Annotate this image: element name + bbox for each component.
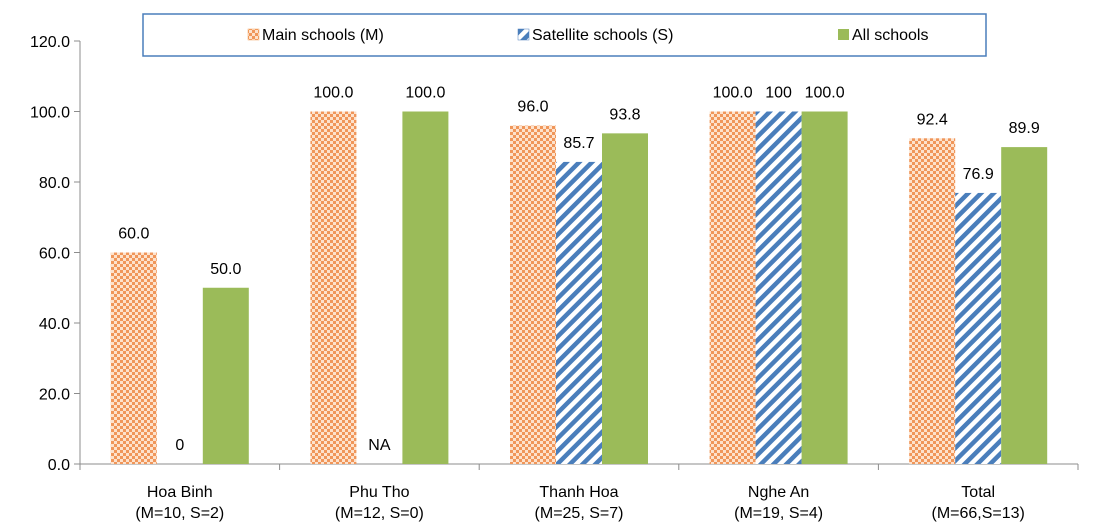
data-label: 100.0 bbox=[405, 85, 445, 102]
bar bbox=[801, 111, 848, 464]
data-label: 85.7 bbox=[563, 135, 594, 152]
x-tick-label: Phu Tho bbox=[349, 484, 409, 501]
bar bbox=[709, 111, 756, 464]
legend-label: Main schools (M) bbox=[262, 27, 384, 44]
bar bbox=[909, 138, 956, 465]
data-label: 60.0 bbox=[118, 226, 149, 243]
x-tick-sublabel: (M=10, S=2) bbox=[135, 505, 224, 522]
x-tick-label: Hoa Binh bbox=[147, 484, 213, 501]
bar bbox=[1001, 147, 1048, 465]
x-axis: Hoa Binh (M=10, S=2) Phu Tho (M=12, S=0) Tha… bbox=[79, 463, 1079, 522]
y-tick-label: 40.0 bbox=[39, 316, 70, 333]
bar bbox=[202, 287, 249, 464]
bar bbox=[556, 161, 602, 464]
data-label: 0 bbox=[175, 437, 184, 454]
y-tick-label: 60.0 bbox=[39, 246, 70, 263]
y-tick-label: 100.0 bbox=[30, 105, 70, 122]
y-tick-label: 0.0 bbox=[48, 457, 70, 474]
y-tick-label: 120.0 bbox=[30, 34, 70, 51]
data-label: 93.8 bbox=[609, 106, 640, 123]
bars bbox=[110, 111, 1048, 465]
bar bbox=[602, 133, 648, 465]
x-tick-label: Total bbox=[961, 484, 995, 501]
y-axis: 0.0 20.0 40.0 60.0 80.0 100.0 120.0 bbox=[30, 34, 81, 474]
x-tick-sublabel: (M=66,S=13) bbox=[932, 505, 1025, 522]
data-label: 100.0 bbox=[313, 85, 353, 102]
data-label: 100 bbox=[765, 85, 792, 102]
y-tick-label: 20.0 bbox=[39, 387, 70, 404]
data-label: 50.0 bbox=[210, 261, 241, 278]
bar bbox=[110, 252, 157, 464]
legend-label: Satellite schools (S) bbox=[532, 27, 673, 44]
bar bbox=[755, 111, 802, 464]
x-tick-sublabel: (M=25, S=7) bbox=[535, 505, 624, 522]
data-label: 76.9 bbox=[963, 166, 994, 183]
legend-swatch bbox=[517, 28, 530, 41]
x-tick-label: Nghe An bbox=[748, 484, 809, 501]
x-tick-label: Thanh Hoa bbox=[539, 484, 618, 501]
data-label: 89.9 bbox=[1009, 120, 1040, 137]
data-label: 92.4 bbox=[917, 111, 948, 128]
bar bbox=[955, 192, 1002, 465]
bar bbox=[402, 111, 449, 464]
data-label: 100.0 bbox=[713, 85, 753, 102]
legend-swatch bbox=[247, 28, 260, 41]
legend: Main schools (M) Satellite schools (S) All… bbox=[142, 13, 987, 57]
data-label: 100.0 bbox=[805, 85, 845, 102]
legend-swatch bbox=[838, 29, 849, 40]
data-label: NA bbox=[368, 437, 391, 454]
x-tick-sublabel: (M=19, S=4) bbox=[734, 505, 823, 522]
x-tick-sublabel: (M=12, S=0) bbox=[335, 505, 424, 522]
data-label: 96.0 bbox=[517, 99, 548, 116]
data-labels: 60.0 100.0 96.0 100.0 92.4 0 NA 85.7 100 76.9 50.0… bbox=[118, 85, 1040, 455]
bar bbox=[510, 125, 556, 464]
bar bbox=[310, 111, 357, 464]
y-tick-label: 80.0 bbox=[39, 175, 70, 192]
legend-label: All schools bbox=[852, 27, 928, 44]
